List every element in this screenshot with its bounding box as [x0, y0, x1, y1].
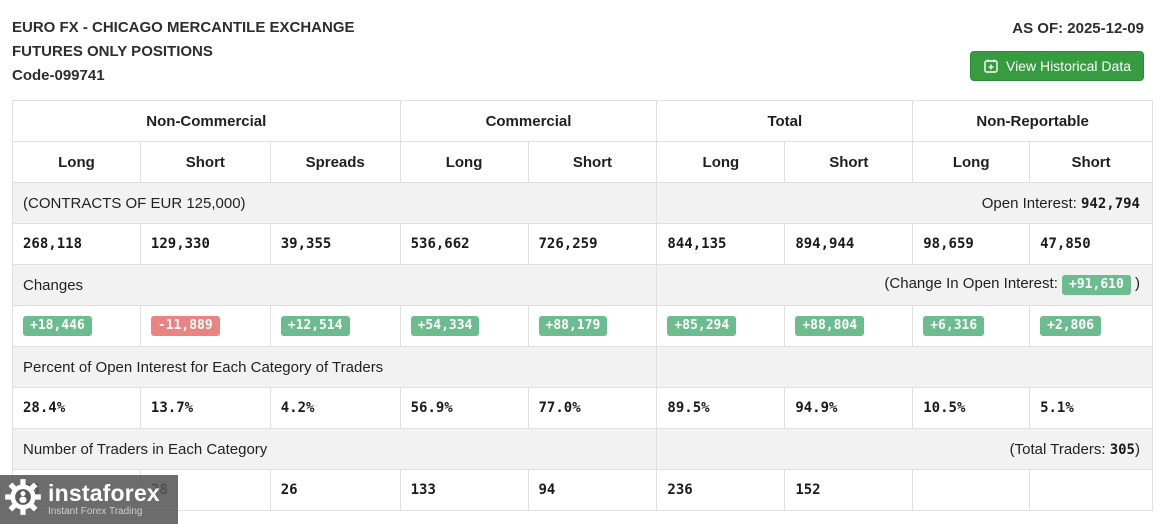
traders-label: Number of Traders in Each Category — [11, 428, 658, 470]
group-header-total: Total — [656, 100, 914, 142]
change-in-oi-label: (Change In Open Interest: — [884, 274, 1063, 292]
change-in-oi-badge: +91,610 — [1062, 274, 1131, 296]
column-header-row: Long Short Spreads Long Short Long Short… — [12, 141, 1153, 183]
total-traders-label: (Total Traders: — [1009, 440, 1110, 458]
col-header-nr-short: Short — [1029, 141, 1153, 183]
traders-band-row: Number of Traders in Each Category (Tota… — [11, 428, 1153, 470]
change-cell: +2,806 — [1029, 305, 1153, 347]
change-cell: +6,316 — [912, 305, 1031, 347]
traders-row: 95 28 26 133 94 236 152 — [12, 469, 1153, 511]
group-header-commercial: Commercial — [399, 100, 658, 142]
positions-row: 268,118 129,330 39,355 536,662 726,259 8… — [12, 223, 1153, 265]
change-cell: +88,804 — [784, 305, 914, 347]
position-cell: 726,259 — [527, 223, 658, 265]
change-badge-positive: +54,334 — [410, 315, 480, 337]
percent-cell: 94.9% — [784, 387, 914, 429]
percent-label: Percent of Open Interest for Each Catego… — [11, 346, 658, 388]
position-cell: 536,662 — [399, 223, 529, 265]
traders-cell — [1029, 469, 1153, 511]
instaforex-gear-logo-icon — [2, 476, 44, 523]
position-cell: 39,355 — [269, 223, 401, 265]
as-of-date: AS OF: 2025-12-09 — [1012, 20, 1144, 37]
percent-cell: 77.0% — [527, 387, 658, 429]
total-traders-cell: (Total Traders: 305) — [656, 428, 1153, 470]
change-badge-positive: +2,806 — [1040, 315, 1102, 337]
position-cell: 47,850 — [1029, 223, 1153, 265]
percent-cell: 10.5% — [912, 387, 1031, 429]
traders-cell: 152 — [784, 469, 914, 511]
col-header-c-long: Long — [399, 141, 529, 183]
calendar-plus-icon — [983, 58, 999, 74]
col-header-nr-long: Long — [912, 141, 1031, 183]
percent-cell: 13.7% — [139, 387, 271, 429]
percent-band-right — [656, 346, 1153, 388]
changes-label: Changes — [11, 264, 658, 306]
group-header-non-reportable: Non-Reportable — [912, 100, 1153, 142]
position-cell: 844,135 — [656, 223, 786, 265]
change-cell: +88,179 — [527, 305, 658, 347]
top-right-block: AS OF: 2025-12-09 View Historical Data — [969, 16, 1144, 81]
col-header-nc-spreads: Spreads — [269, 141, 401, 183]
position-cell: 129,330 — [139, 223, 271, 265]
change-in-oi-suffix: ) — [1130, 274, 1140, 292]
change-cell: +85,294 — [656, 305, 786, 347]
open-interest-value: 942,794 — [1080, 195, 1140, 212]
changes-row: +18,446 -11,889 +12,514 +54,334 +88,179 … — [12, 305, 1153, 347]
change-badge-positive: +18,446 — [23, 315, 92, 337]
percent-cell: 56.9% — [399, 387, 529, 429]
change-cell: +12,514 — [269, 305, 401, 347]
col-header-c-short: Short — [527, 141, 658, 183]
group-header-non-commercial: Non-Commercial — [12, 100, 401, 142]
change-cell: +18,446 — [12, 305, 141, 347]
watermark-brand: instaforex — [48, 480, 160, 506]
change-cell: -11,889 — [139, 305, 271, 347]
report-subtitle: FUTURES ONLY POSITIONS — [12, 43, 213, 60]
percent-cell: 4.2% — [269, 387, 401, 429]
total-traders-suffix: ) — [1135, 440, 1140, 458]
percents-row: 28.4% 13.7% 4.2% 56.9% 77.0% 89.5% 94.9%… — [12, 387, 1153, 429]
watermark-text-block: instaforex Instant Forex Trading — [48, 482, 160, 517]
position-cell: 894,944 — [784, 223, 914, 265]
col-header-t-long: Long — [656, 141, 786, 183]
total-traders-value: 305 — [1109, 441, 1135, 458]
percent-cell: 89.5% — [656, 387, 786, 429]
watermark-tagline: Instant Forex Trading — [48, 506, 143, 517]
traders-cell: 236 — [656, 469, 786, 511]
cot-positions-table: Non-Commercial Commercial Total Non-Repo… — [11, 100, 1153, 511]
report-title-block: EURO FX - CHICAGO MERCANTILE EXCHANGE FU… — [12, 16, 355, 88]
open-interest-label: Open Interest: — [981, 194, 1081, 212]
top-bar: EURO FX - CHICAGO MERCANTILE EXCHANGE FU… — [0, 0, 1165, 100]
position-cell: 98,659 — [912, 223, 1031, 265]
change-badge-positive: +85,294 — [667, 315, 737, 337]
traders-cell — [912, 469, 1031, 511]
col-header-nc-short: Short — [139, 141, 271, 183]
position-cell: 268,118 — [12, 223, 141, 265]
change-cell: +54,334 — [399, 305, 529, 347]
change-badge-positive: +6,316 — [923, 315, 985, 337]
change-in-oi-cell: (Change In Open Interest: +91,610 ) — [656, 264, 1153, 306]
contracts-label: (CONTRACTS OF EUR 125,000) — [11, 182, 658, 224]
contracts-band-row: (CONTRACTS OF EUR 125,000) Open Interest… — [11, 182, 1153, 224]
change-badge-positive: +88,804 — [795, 315, 865, 337]
percent-cell: 28.4% — [12, 387, 141, 429]
traders-cell: 133 — [399, 469, 529, 511]
change-badge-positive: +88,179 — [538, 315, 608, 337]
report-title: EURO FX - CHICAGO MERCANTILE EXCHANGE — [12, 19, 355, 36]
report-code: Code-099741 — [12, 67, 105, 84]
view-historical-data-label: View Historical Data — [1005, 58, 1131, 74]
changes-band-row: Changes (Change In Open Interest: +91,61… — [11, 264, 1153, 306]
instaforex-watermark: instaforex Instant Forex Trading — [0, 475, 178, 524]
traders-cell: 94 — [527, 469, 658, 511]
group-header-row: Non-Commercial Commercial Total Non-Repo… — [12, 100, 1153, 142]
col-header-t-short: Short — [784, 141, 914, 183]
open-interest-cell: Open Interest: 942,794 — [656, 182, 1153, 224]
percent-band-row: Percent of Open Interest for Each Catego… — [11, 346, 1153, 388]
view-historical-data-button[interactable]: View Historical Data — [969, 51, 1144, 81]
col-header-nc-long: Long — [12, 141, 141, 183]
traders-cell: 26 — [269, 469, 401, 511]
change-badge-positive: +12,514 — [280, 315, 350, 337]
percent-cell: 5.1% — [1029, 387, 1153, 429]
change-badge-negative: -11,889 — [150, 315, 220, 337]
